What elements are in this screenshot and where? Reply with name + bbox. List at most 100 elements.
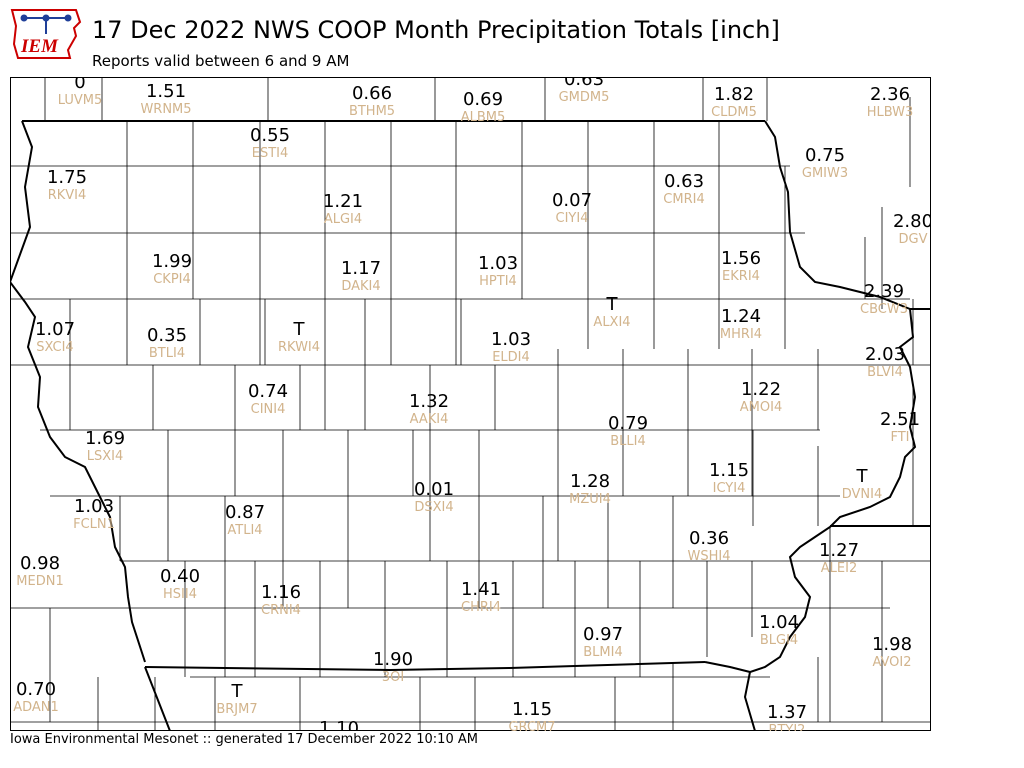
station-value: 1.03 — [491, 329, 531, 350]
station-value: 1.03 — [478, 253, 518, 274]
station-value: T — [231, 681, 244, 702]
station-unlabeled: 1.10 — [319, 718, 359, 731]
station-value: 1.82 — [714, 84, 754, 105]
station-value: 0.07 — [552, 190, 592, 211]
iem-logo: IEM — [10, 9, 82, 59]
station-value: 1.28 — [570, 471, 610, 492]
map-footer: Iowa Environmental Mesonet :: generated … — [10, 732, 478, 747]
station-value: 0.97 — [583, 624, 623, 645]
station-value: 1.22 — [741, 379, 781, 400]
station-id: CIYI4 — [556, 211, 589, 226]
station-id: RKWI4 — [278, 340, 320, 355]
station-value: 0.66 — [352, 83, 392, 104]
station-value: 1.07 — [35, 319, 75, 340]
station-id: WRNM5 — [140, 102, 191, 117]
station-value: 0.01 — [414, 479, 454, 500]
station-value: 0.79 — [608, 413, 648, 434]
station-value: 0.69 — [463, 89, 503, 110]
station-value: 0.40 — [160, 566, 200, 587]
station-value: 1.75 — [47, 167, 87, 188]
station-id: CHRI4 — [461, 600, 501, 615]
station-id: DVNI4 — [842, 487, 883, 502]
station-id: CKPI4 — [153, 272, 191, 287]
station-id: CBCW3 — [860, 302, 908, 317]
station-value: T — [856, 466, 869, 487]
map-subtitle: Reports valid between 6 and 9 AM — [92, 52, 350, 70]
station-id: CRNI4 — [261, 603, 301, 618]
station-id: ICYI4 — [713, 481, 746, 496]
station-id: AAKI4 — [410, 412, 449, 427]
station-value: 1.51 — [146, 81, 186, 102]
station-value: 2.36 — [870, 84, 910, 105]
station-id: DGV — [899, 232, 928, 247]
station-id: MHRI4 — [720, 327, 762, 342]
station-id: ALEI2 — [821, 561, 857, 576]
station-id: ADAN1 — [13, 700, 59, 715]
station-value: 2.80 — [893, 211, 931, 232]
station-value: 0.63 — [664, 171, 704, 192]
weather-station-icon — [20, 14, 72, 34]
station-id: HLBW3 — [867, 105, 914, 120]
station-value: 1.69 — [85, 428, 125, 449]
station-id: HPTI4 — [479, 274, 517, 289]
station-id: CLDM5 — [711, 105, 757, 120]
station-value: 1.99 — [152, 251, 192, 272]
station-id: HSII4 — [163, 587, 197, 602]
station-id: BLVI4 — [867, 365, 903, 380]
station-value: 1.04 — [759, 612, 799, 633]
station-value: 0.35 — [147, 325, 187, 346]
map-frame — [10, 77, 931, 731]
station-id: FCLN1 — [73, 517, 115, 532]
station-id: GRCM7 — [508, 720, 555, 731]
station-value: 1.98 — [872, 634, 912, 655]
station-id: 3OI — [382, 670, 404, 685]
station-id: BRJM7 — [216, 702, 257, 717]
station-value: 1.90 — [373, 649, 413, 670]
station-value: 2.03 — [865, 344, 905, 365]
state-borders — [10, 120, 931, 731]
station-id: GMDM5 — [559, 90, 610, 105]
station-id: DAKI4 — [341, 279, 380, 294]
county-lines — [10, 77, 931, 731]
station-value: 0.55 — [250, 125, 290, 146]
station-value: 0.87 — [225, 502, 265, 523]
station-id: DSXI4 — [414, 500, 453, 515]
station-id: CMRI4 — [663, 192, 704, 207]
station-id: LSXI4 — [87, 449, 124, 464]
station-value: T — [606, 294, 619, 315]
station-value: 1.32 — [409, 391, 449, 412]
station-value: 0.74 — [248, 381, 288, 402]
station-value: 1.15 — [709, 460, 749, 481]
station-value: 0.36 — [689, 528, 729, 549]
